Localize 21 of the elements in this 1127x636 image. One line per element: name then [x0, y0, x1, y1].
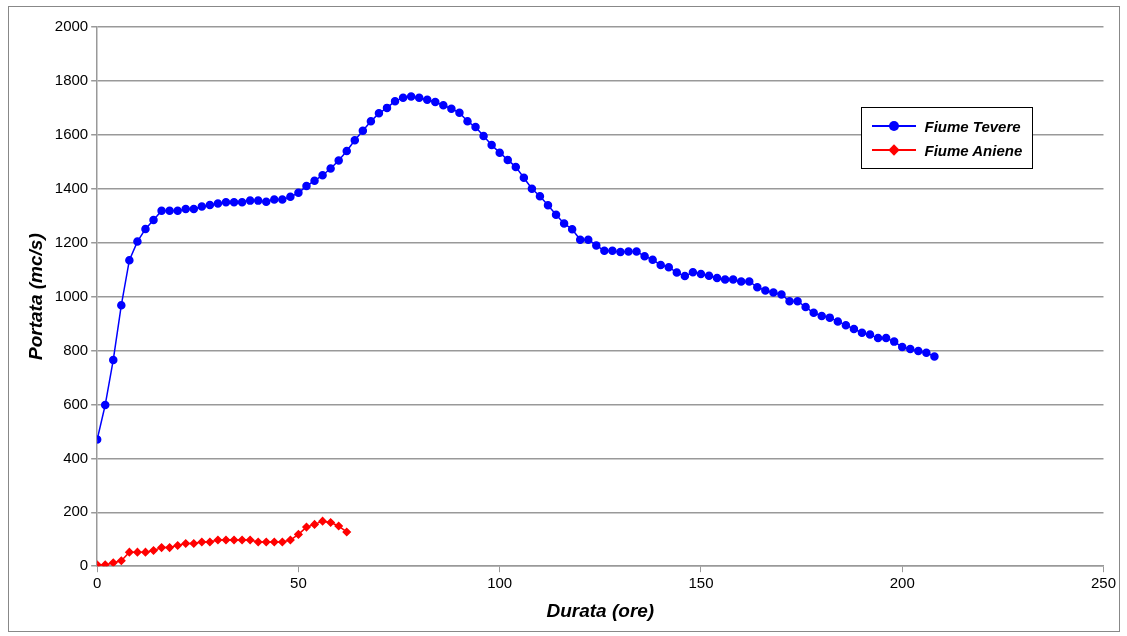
y-tick-label: 0 — [79, 556, 89, 574]
y-axis-title: Portata (mc/s) — [24, 233, 46, 360]
x-axis-title: Durata (ore) — [546, 599, 655, 621]
y-tick-label: 600 — [63, 394, 89, 412]
legend-label: Fiume Tevere — [924, 117, 1021, 135]
y-tick-label: 400 — [63, 448, 89, 466]
y-tick-label: 1400 — [54, 178, 89, 196]
y-tick-label: 1000 — [54, 286, 89, 304]
x-tick-label: 200 — [889, 574, 915, 592]
y-tick-label: 1200 — [54, 232, 89, 250]
y-tick-label: 200 — [63, 502, 89, 520]
y-tick-label: 2000 — [54, 17, 89, 35]
x-tick-label: 0 — [93, 574, 102, 592]
legend-label: Fiume Aniene — [924, 141, 1023, 159]
x-tick-label: 250 — [1090, 574, 1116, 592]
y-tick-label: 800 — [63, 340, 89, 358]
x-tick-label: 150 — [688, 574, 714, 592]
y-tick-label: 1600 — [54, 124, 89, 142]
y-tick-label: 1800 — [54, 71, 89, 89]
x-tick-label: 100 — [487, 574, 513, 592]
x-tick-label: 50 — [290, 574, 307, 592]
